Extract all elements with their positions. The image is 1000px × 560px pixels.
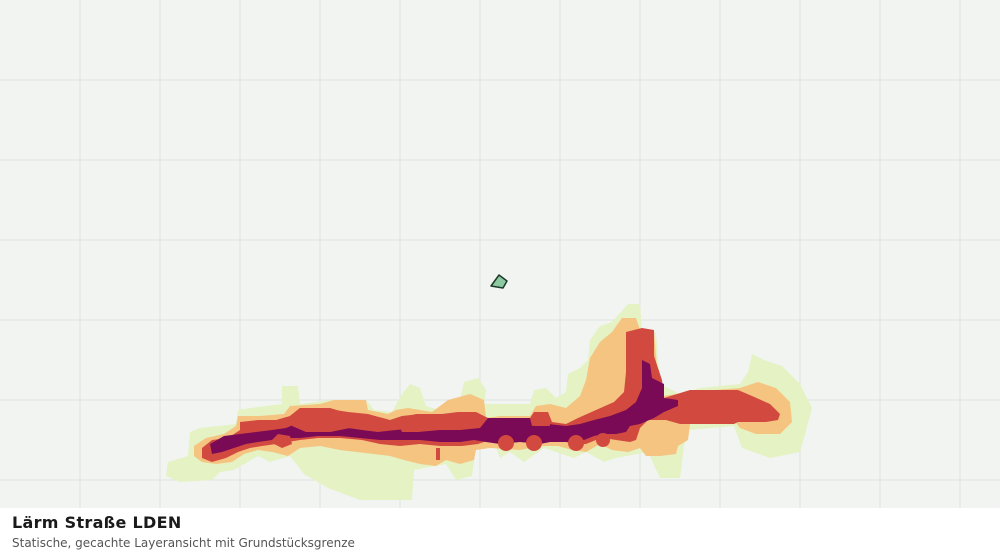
layer-caption: Lärm Straße LDEN Statische, gecachte Lay…	[0, 508, 1000, 560]
layer-title: Lärm Straße LDEN	[12, 513, 182, 532]
noise-zone-high-patches	[270, 408, 610, 460]
noise-zone-highest	[210, 360, 678, 454]
map-view[interactable]	[0, 0, 1000, 508]
map-canvas[interactable]	[0, 0, 1000, 508]
parcel-boundary[interactable]	[490, 274, 508, 289]
map-grid	[0, 0, 1000, 508]
layer-subtitle: Statische, gecachte Layeransicht mit Gru…	[12, 536, 355, 550]
